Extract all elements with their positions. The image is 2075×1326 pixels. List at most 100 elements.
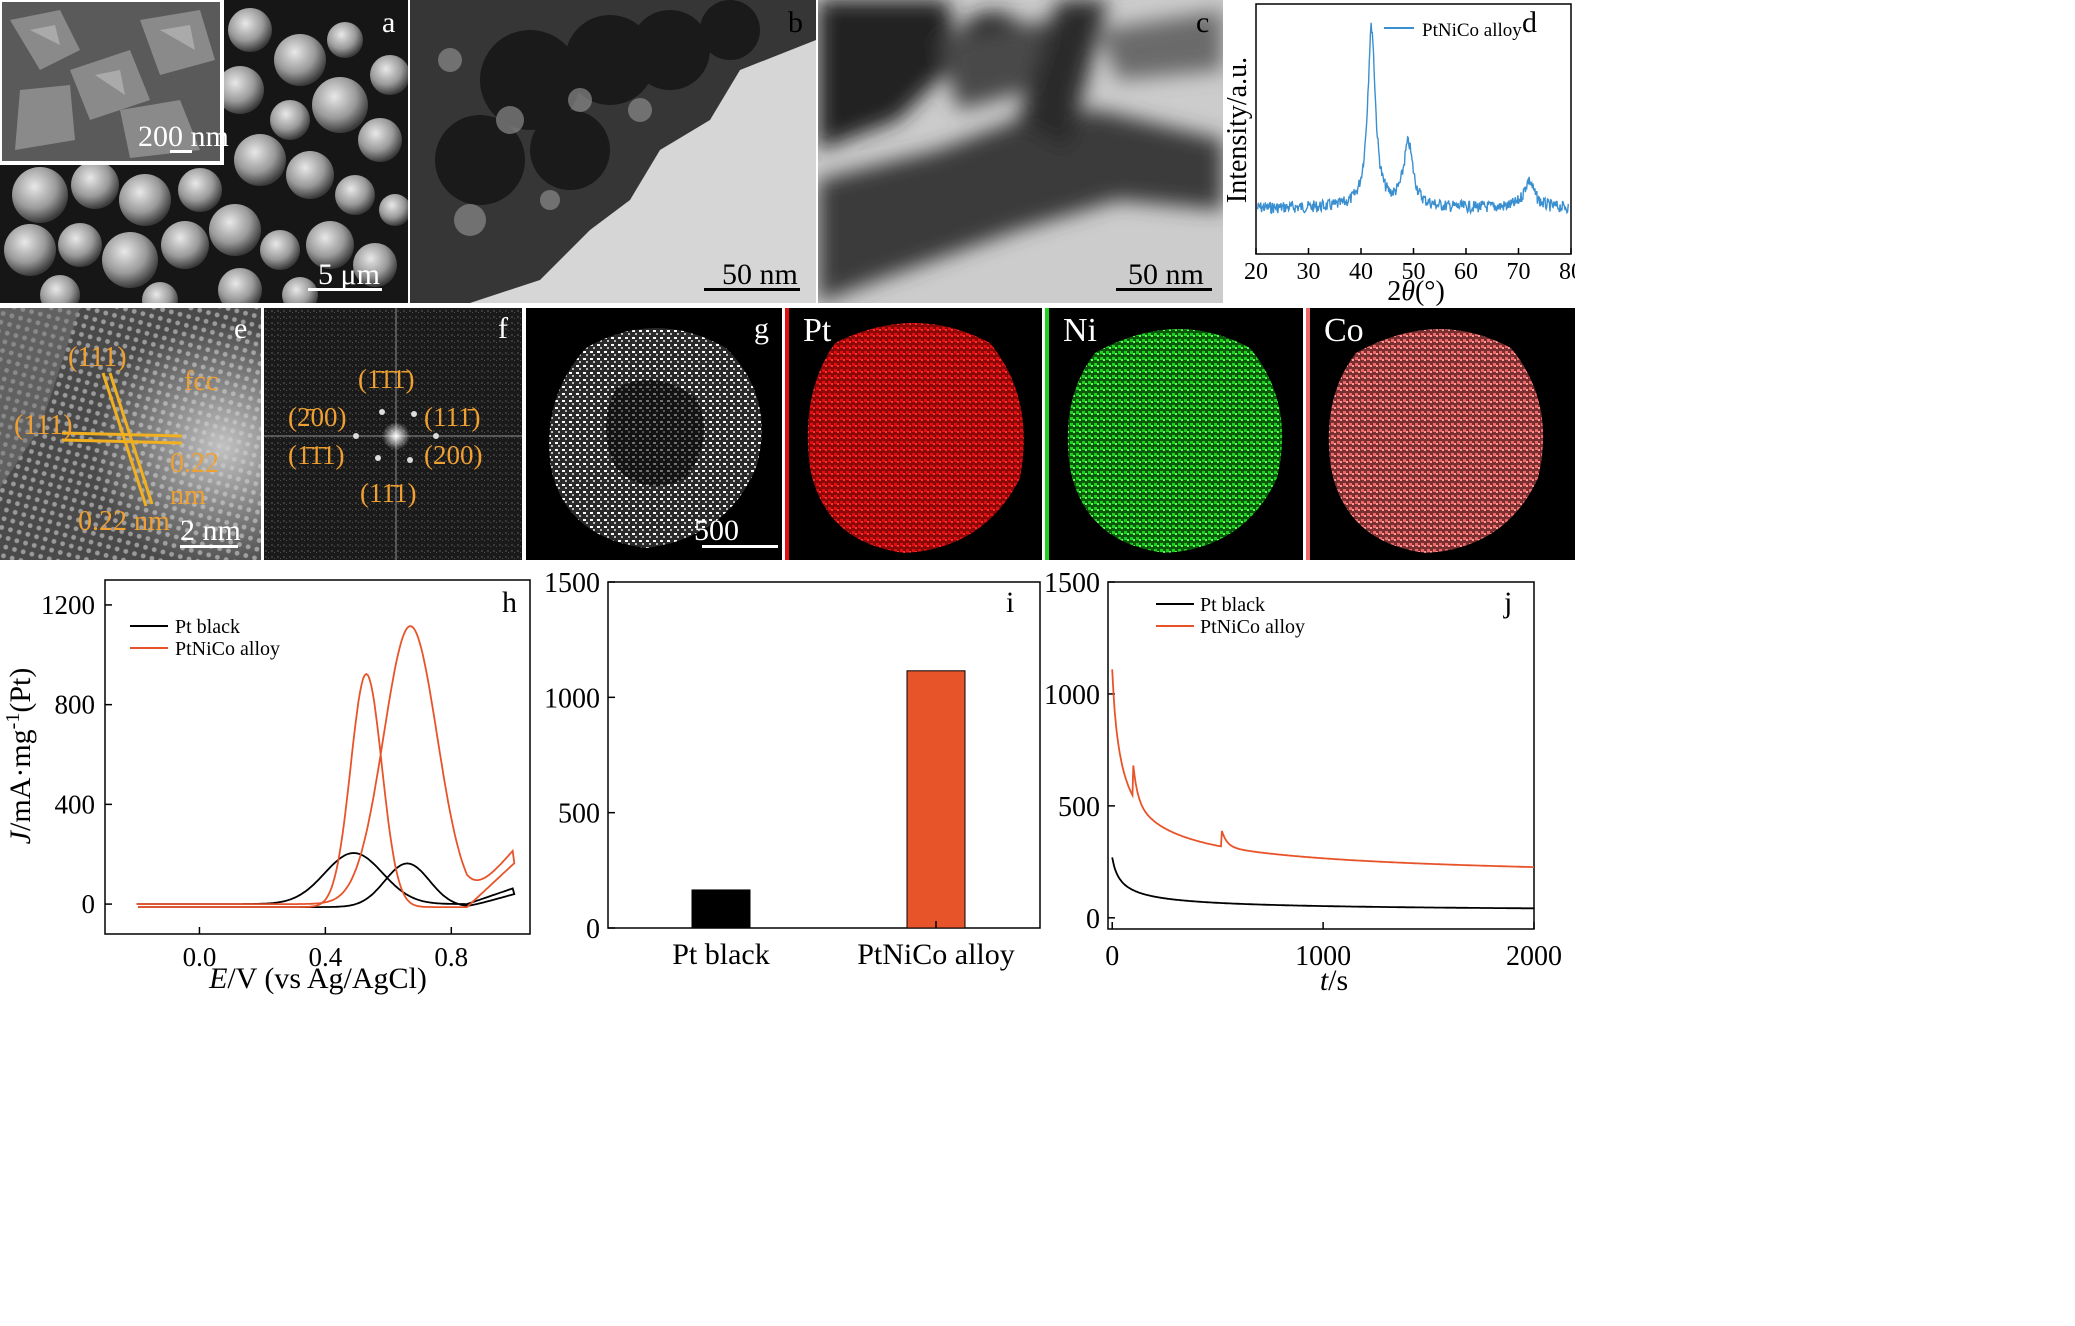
cv-y-tick-label: 1200 [41,590,95,620]
it-x-tick-label: 2000 [1506,941,1562,972]
spacing-label-b: 0.22 nm [78,506,170,537]
scale-label-c: 50 nm [1128,258,1204,291]
bar-chart-svg: 0 500 1000 1500 Pt black PtNiCo alloy [544,568,1041,971]
bar-y-tick-label: 1500 [544,568,600,599]
tem-c-image [818,0,1223,303]
scale-bar-b [704,288,800,291]
xrd-x-tick-label: 80 [1559,259,1575,285]
scale-label-e: 2 nm [180,514,241,547]
fft-spot-top: (1̄1̄1̄) [358,364,415,394]
panel-h-cv-chart: 0 400 800 1200 0.0 0.4 0.8 J/mA·mg-1(Pt) E/V (… [0,566,535,996]
cv-x-axis-label: E/V (vs Ag/AgCl) [208,962,427,995]
it-legend-label-ptnico: PtNiCo alloy [1200,616,1305,638]
inset-scale-bar [170,150,192,153]
cv-x-tick-label: 0.8 [434,942,468,972]
panel-map-ni: Ni [1045,308,1303,560]
map-label-pt: Pt [803,312,832,349]
scale-bar-e [180,545,238,548]
panel-label-j: j [1504,586,1513,619]
bar-y-tick-label: 0 [586,914,600,945]
panel-label-c: c [1196,6,1210,39]
it-y-tick-label: 1500 [1046,568,1100,599]
panel-label-i: i [1006,586,1015,619]
it-y-tick-label: 0 [1086,904,1100,935]
panel-i-bar-chart: 0 500 1000 1500 Pt black PtNiCo alloy i [540,566,1045,996]
scale-label-g: 500 nm [694,514,739,560]
cv-chart-svg: 0 400 800 1200 0.0 0.4 0.8 J/mA·mg-1(Pt) E/V (… [2,579,531,995]
it-x-tick-label: 0 [1105,941,1119,972]
panel-j-it-chart: 0 500 1000 1500 0 1000 2000 t/s Pt black PtNiC… [1046,566,1575,996]
bar-y-tick-label: 1000 [544,683,600,714]
panel-c-tem: c 50 nm [818,0,1223,303]
xrd-x-axis-label: 2θ(°) [1387,276,1445,307]
sem-particles [0,0,408,303]
bar-ptnico [906,670,966,929]
panel-label-b: b [788,6,803,39]
panel-label-h: h [502,586,517,619]
panel-label-g: g [754,312,769,345]
panel-d-xrd-chart: Intensity/a.u. 20 30 40 50 60 70 80 2θ(°) PtNi… [1226,0,1575,308]
panel-g-haadf: g 500 nm [526,308,782,560]
cv-plot-frame [104,579,531,935]
map-label-ni: Ni [1063,312,1097,349]
it-legend-label-pt: Pt black [1200,594,1265,616]
it-plot-frame [1107,581,1535,930]
tem-b-image [410,0,816,303]
scale-label-b: 50 nm [722,258,798,291]
panel-label-a: a [382,6,396,39]
bar-y-tick-label: 500 [558,799,600,830]
it-series-ptnico [1111,669,1534,868]
fft-spot-right: (111̄) [424,402,481,432]
xrd-x-tick-label: 20 [1244,259,1268,285]
bar-category-label: PtNiCo alloy [857,938,1015,971]
scale-bar-g [702,545,778,548]
cv-x-tick-label: 0.0 [183,942,217,972]
it-x-tick-label: 1000 [1295,941,1351,972]
spacing-label-a: 0.22 nm [170,448,219,511]
panel-map-pt: Pt [785,308,1042,560]
it-x-axis-label: t/s [1320,964,1348,996]
it-y-tick-label: 500 [1058,792,1100,823]
fft-spot-bottom: (11̄1) [360,478,417,508]
panel-f-fft: f (1̄1̄1̄) (2̄00) (111̄) (1̄1̄1) (200) (… [264,308,522,560]
plane-label-111-b: (111) [14,410,73,441]
panel-label-e: e [234,312,248,345]
xrd-chart-svg: Intensity/a.u. 20 30 40 50 60 70 80 2θ(°) PtNi… [1226,3,1575,307]
map-label-co: Co [1324,312,1364,349]
cv-legend-label-ptnico: PtNiCo alloy [175,638,280,660]
panel-label-d: d [1522,6,1537,39]
ni-map-image [1045,308,1283,560]
panel-b-tem: b 50 nm [410,0,816,303]
fft-spot-left: (2̄00) [288,402,347,432]
cv-y-tick-label: 0 [82,889,96,919]
cv-y-tick-label: 800 [55,690,96,720]
scale-label-a: 5 μm [318,258,380,291]
cv-y-tick-label: 400 [55,789,96,819]
it-y-tick-label: 1000 [1046,680,1100,711]
fft-spot-lower-left: (1̄1̄1) [288,440,345,470]
inset-scale-label: 200 nm [138,120,229,153]
fft-image [264,308,522,560]
plane-label-111-a: (111) [68,342,127,373]
xrd-series-line [1256,22,1569,215]
bar-category-label: Pt black [672,938,770,971]
xrd-x-tick-label: 40 [1349,259,1373,285]
xrd-legend-label: PtNiCo alloy [1422,20,1522,41]
scale-bar-a [308,288,382,291]
fft-spot-lower-right: (200) [424,440,483,470]
haadf-image [526,308,782,560]
phase-label-fcc: fcc [184,366,219,397]
pt-map-image [785,308,1024,560]
panel-e-hrtem: e (111) fcc (111) 0.22 nm 0.22 nm 2 nm [0,308,261,560]
it-chart-svg: 0 500 1000 1500 0 1000 2000 t/s Pt black PtNiC… [1046,568,1562,996]
xrd-y-axis-label: Intensity/a.u. [1226,57,1253,203]
panel-map-co: Co [1306,308,1575,560]
xrd-plot-frame [1255,3,1572,255]
cv-x-tick-label: 0.4 [308,942,342,972]
cv-legend-label-pt: Pt black [175,616,240,638]
cv-y-axis-label: J/mA·mg-1(Pt) [2,668,37,845]
xrd-x-tick-label: 70 [1507,259,1531,285]
scale-bar-c [1116,288,1212,291]
panel-a-sem: a 200 nm 5 μm [0,0,408,303]
hrtem-image [0,308,261,560]
